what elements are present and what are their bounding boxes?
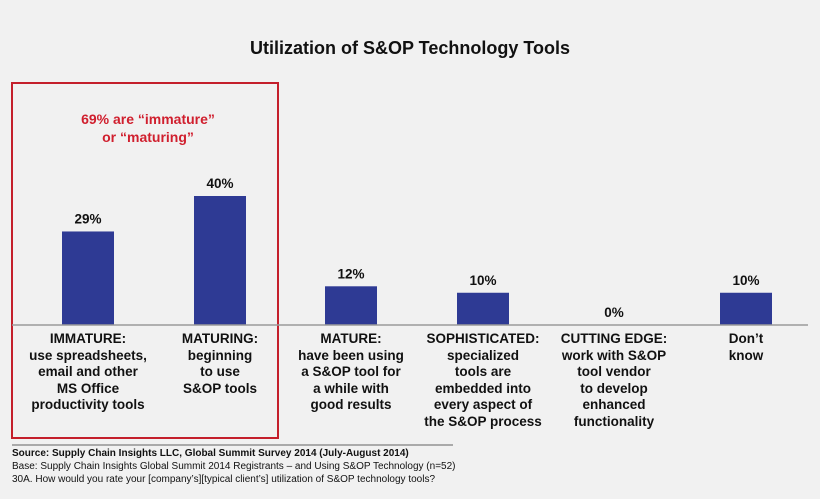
callout-line: 69% are “immature” (81, 111, 215, 127)
category-label-line: embedded into (434, 380, 531, 396)
category-label-line: beginning (187, 347, 253, 363)
category-label-line: productivity tools (31, 397, 145, 412)
category-label-line: the S&OP process (424, 413, 542, 429)
data-label: 0% (604, 305, 624, 320)
data-label: 29% (74, 211, 101, 226)
category-label-line: S&OP tools (182, 380, 257, 396)
footer-source: Source: Supply Chain Insights LLC, Globa… (12, 448, 409, 459)
data-label: 40% (206, 176, 233, 191)
data-label: 12% (337, 266, 364, 281)
category-label-line: tools are (454, 364, 512, 379)
bar (62, 231, 114, 325)
footer-base: Base: Supply Chain Insights Global Summi… (12, 461, 456, 472)
category-label: MATURE: have been using a S&OP tool for a w… (281, 331, 421, 414)
category-label-line: MS Office (56, 380, 120, 396)
bar (457, 292, 509, 325)
callout-text: 69% are “immature” or “maturing” (38, 110, 258, 146)
data-label: 10% (732, 273, 759, 288)
bar (325, 286, 377, 325)
category-label: Don’t know (676, 331, 816, 364)
chart-title: Utilization of S&OP Technology Tools (249, 38, 570, 58)
category-label-line: specialized (446, 347, 520, 363)
category-label: CUTTING EDGE: work with S&OP tool vendor to… (544, 331, 684, 430)
bar (194, 196, 246, 325)
category-label-line: tool vendor (577, 364, 651, 379)
category-label-line: to use (200, 364, 240, 379)
category-label-line: enhanced (582, 397, 646, 412)
category-label-line: a S&OP tool for (301, 364, 401, 379)
category-label-line: functionality (573, 413, 655, 429)
category-label-line: Don’t (728, 331, 764, 346)
category-label-line: SOPHISTICATED: (426, 331, 540, 346)
category-label-line: email and other (38, 364, 138, 379)
category-label-line: know (728, 347, 764, 363)
data-label: 10% (469, 273, 496, 288)
category-label: MATURING: beginning to use S&OP tools (150, 331, 290, 397)
category-label: SOPHISTICATED: specialized tools are embedd… (413, 331, 553, 430)
category-label: IMMATURE: use spreadsheets, email and othe… (18, 331, 158, 414)
category-label-line: every aspect of (433, 397, 533, 412)
bar (720, 292, 772, 325)
category-label-line: to develop (580, 380, 648, 396)
category-label-line: a while with (313, 380, 389, 396)
category-label-line: have been using (298, 347, 404, 363)
category-label-line: CUTTING EDGE: (560, 331, 668, 346)
category-label-line: use spreadsheets, (29, 347, 147, 363)
footer-question: 30A. How would you rate your [company’s]… (12, 474, 436, 485)
category-label-line: IMMATURE: (49, 331, 127, 346)
category-label-line: work with S&OP (561, 347, 667, 363)
highlight-box (11, 82, 279, 439)
callout-line: or “maturing” (102, 129, 194, 145)
category-label-line: MATURE: (320, 331, 382, 346)
category-label-line: good results (310, 397, 392, 412)
footer-notes: Source: Supply Chain Insights LLC, Globa… (12, 447, 456, 486)
category-label-line: MATURING: (181, 331, 259, 346)
